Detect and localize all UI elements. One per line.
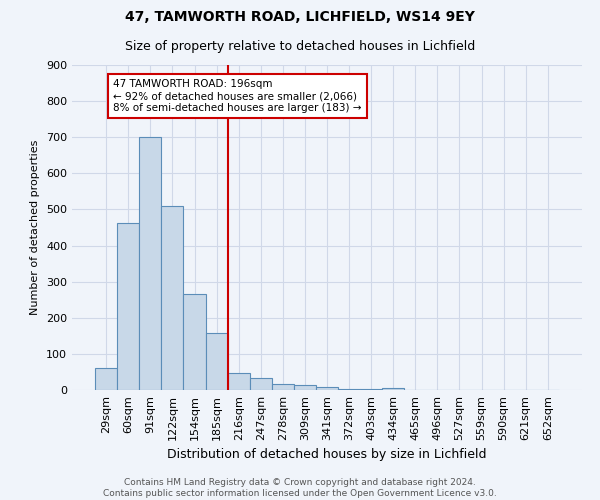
Bar bbox=[117, 223, 139, 390]
X-axis label: Distribution of detached houses by size in Lichfield: Distribution of detached houses by size … bbox=[167, 448, 487, 462]
Text: 47 TAMWORTH ROAD: 196sqm
← 92% of detached houses are smaller (2,066)
8% of semi: 47 TAMWORTH ROAD: 196sqm ← 92% of detach… bbox=[113, 80, 361, 112]
Y-axis label: Number of detached properties: Number of detached properties bbox=[31, 140, 40, 315]
Bar bbox=[139, 137, 161, 390]
Bar bbox=[95, 368, 117, 390]
Bar bbox=[316, 387, 338, 390]
Bar bbox=[206, 333, 227, 390]
Bar bbox=[272, 384, 294, 390]
Bar bbox=[382, 388, 404, 390]
Bar bbox=[161, 206, 184, 390]
Text: Size of property relative to detached houses in Lichfield: Size of property relative to detached ho… bbox=[125, 40, 475, 53]
Bar bbox=[227, 374, 250, 390]
Bar bbox=[184, 294, 206, 390]
Text: 47, TAMWORTH ROAD, LICHFIELD, WS14 9EY: 47, TAMWORTH ROAD, LICHFIELD, WS14 9EY bbox=[125, 10, 475, 24]
Bar bbox=[250, 378, 272, 390]
Bar bbox=[294, 385, 316, 390]
Bar bbox=[338, 389, 360, 390]
Text: Contains HM Land Registry data © Crown copyright and database right 2024.
Contai: Contains HM Land Registry data © Crown c… bbox=[103, 478, 497, 498]
